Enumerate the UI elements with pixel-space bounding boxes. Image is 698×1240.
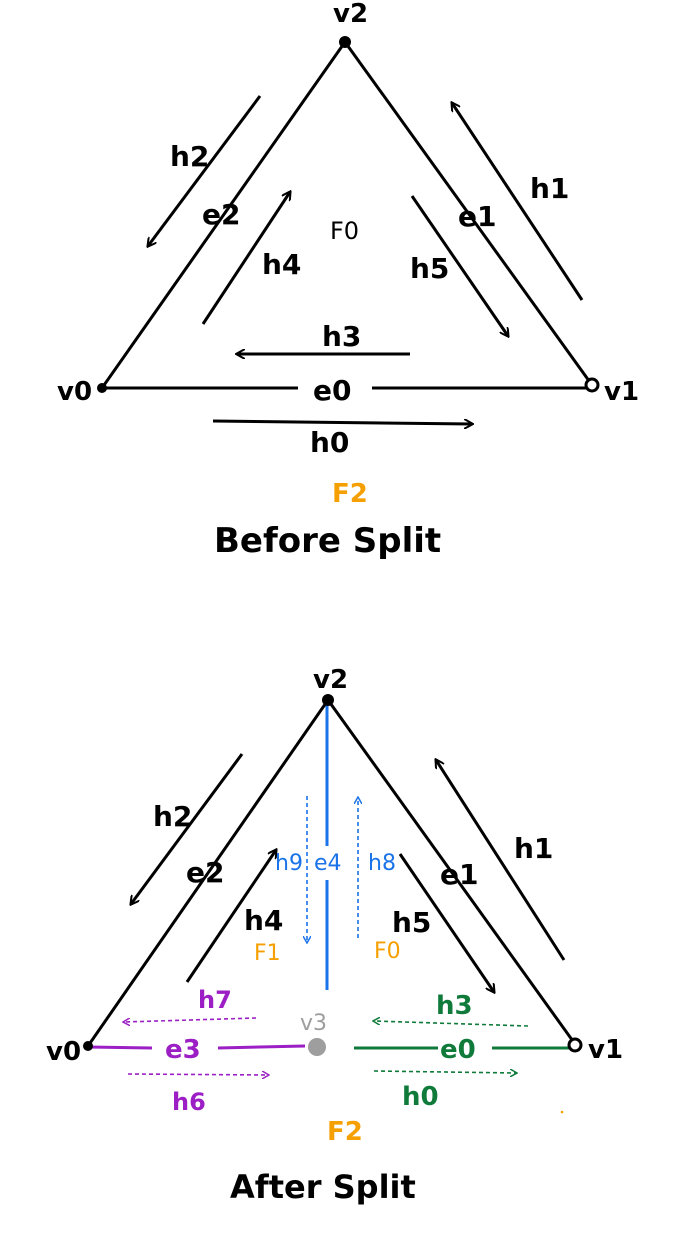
edge-e2-label: e2 (186, 856, 224, 889)
halfedge-h5-arrow (410, 195, 508, 336)
halfedge-h2-label: h2 (153, 800, 192, 833)
halfedge-h4-arrow (201, 192, 290, 325)
vertex-v0-dot (97, 383, 107, 393)
vertex-v0-dot (83, 1041, 93, 1051)
edge-e1-label: e1 (440, 858, 478, 891)
face-f2-label: F2 (327, 1117, 363, 1147)
halfedge-h2-label: h2 (170, 140, 209, 173)
edge-e3-label: e3 (165, 1035, 201, 1065)
halfedge-h5-label: h5 (392, 906, 431, 939)
halfedge-h3-arrow (374, 1021, 529, 1027)
halfedge-h0-arrow (212, 421, 472, 424)
edge-e3-line-right (217, 1044, 306, 1050)
halfedge-h1-arrow (452, 103, 584, 301)
vertex-v2-dot (339, 36, 351, 48)
edge-e1-line (326, 699, 577, 1045)
before-split-caption: Before Split (214, 521, 441, 561)
after-split-diagram: v2 v0 v1 v3 e0 e1 e2 e3 e4 h0 h1 h2 h3 h… (46, 665, 623, 1206)
vertex-v2-dot (322, 694, 334, 706)
edge-e3-line-left (87, 1045, 153, 1050)
halfedge-h8-label: h8 (368, 851, 396, 876)
halfedge-h5-arrow (398, 853, 494, 992)
halfedge-h2-arrow (131, 753, 244, 904)
face-f1-label: F1 (254, 941, 281, 966)
halfedge-h1-arrow (436, 760, 566, 961)
edge-e2-label: e2 (202, 198, 240, 231)
edge-e4-label: e4 (314, 851, 342, 876)
after-split-caption: After Split (230, 1168, 416, 1206)
halfedge-h0-arrow (373, 1071, 516, 1073)
halfedge-h1-label: h1 (514, 832, 553, 865)
halfedge-h1-label: h1 (530, 172, 569, 205)
halfedge-h3-label: h3 (322, 320, 361, 353)
edge-e1-line (343, 41, 594, 386)
vertex-v2-label: v2 (333, 0, 368, 29)
vertex-v1-dot (584, 377, 600, 393)
face-f0-label: F0 (330, 217, 359, 245)
edge-e0-label: e0 (313, 374, 351, 407)
vertex-v1-label: v1 (588, 1035, 623, 1065)
face-f2-label: F2 (332, 479, 368, 509)
halfedge-h6-arrow (127, 1074, 268, 1075)
stray-mark (560, 1110, 564, 1114)
halfedge-h3-label: h3 (436, 991, 473, 1021)
halfedge-h6-label: h6 (172, 1088, 206, 1116)
edge-e2-line (100, 41, 347, 389)
halfedge-h5-label: h5 (410, 252, 449, 285)
before-split-diagram: v2 v0 v1 e0 e1 e2 h0 h1 h2 h3 h4 h5 F0 F… (57, 0, 639, 561)
vertex-v1-dot (567, 1037, 583, 1053)
vertex-v3-label: v3 (300, 1011, 327, 1036)
halfedge-h0-label: h0 (402, 1082, 439, 1112)
vertex-v2-label: v2 (313, 665, 348, 695)
halfedge-h9-label: h9 (275, 851, 303, 876)
edge-e2-line (86, 699, 330, 1047)
halfedge-h7-arrow (124, 1017, 257, 1022)
halfedge-h4-label: h4 (262, 248, 301, 281)
vertex-v0-label: v0 (57, 377, 92, 407)
halfedge-h0-label: h0 (310, 426, 349, 459)
halfedge-h7-label: h7 (198, 986, 232, 1014)
edge-e0-label: e0 (440, 1035, 476, 1065)
vertex-v1-label: v1 (604, 377, 639, 407)
halfedge-h2-arrow (148, 95, 262, 246)
halfedge-h4-label: h4 (244, 904, 283, 937)
vertex-v0-label: v0 (46, 1037, 81, 1067)
edge-e1-label: e1 (458, 200, 496, 233)
vertex-v3-dot (308, 1038, 326, 1056)
halfedge-h4-arrow (185, 850, 276, 983)
face-f0-label: F0 (374, 939, 401, 964)
